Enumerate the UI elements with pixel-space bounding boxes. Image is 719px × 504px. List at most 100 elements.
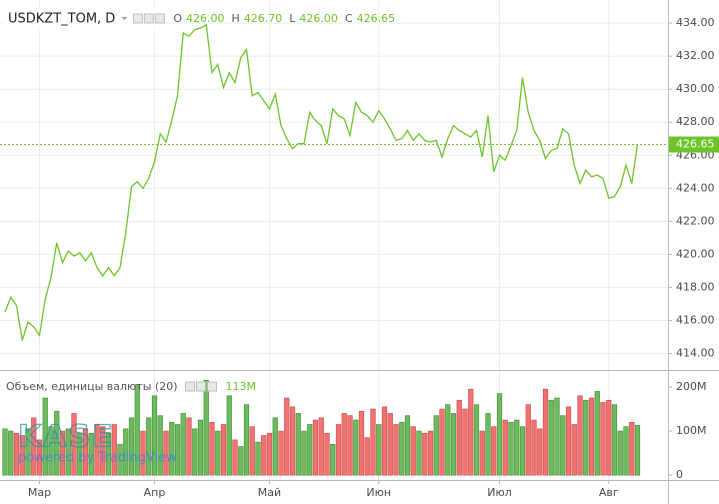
- volume-bar: [226, 395, 232, 476]
- y-tick-label: 418.00: [676, 280, 715, 293]
- volume-bar: [542, 388, 549, 476]
- y-tick-label: 428.00: [676, 115, 715, 128]
- y-tick-label: 414.00: [676, 346, 715, 359]
- volume-bar: [77, 432, 83, 476]
- volume-bar: [134, 384, 140, 476]
- header-icon[interactable]: [132, 13, 143, 24]
- volume-bar: [289, 406, 296, 476]
- volume-bar: [163, 430, 169, 476]
- volume-bar: [439, 408, 445, 476]
- dropdown-arrow: [121, 17, 128, 20]
- volume-bar: [381, 406, 388, 476]
- volume-bar: [255, 441, 261, 476]
- volume-bar: [295, 413, 301, 476]
- volume-bar: [19, 435, 25, 476]
- header-icon[interactable]: [196, 381, 206, 392]
- x-tick-label: Июн: [366, 486, 391, 499]
- x-tick-label: Май: [258, 486, 281, 499]
- y-tick-label: 0: [676, 468, 683, 481]
- header-bg: [2, 8, 162, 30]
- header-icon[interactable]: [154, 13, 165, 24]
- volume-bar: [25, 428, 31, 476]
- volume-bar: [8, 430, 14, 476]
- volume-bar: [192, 428, 198, 476]
- ohlc-key: H: [232, 12, 240, 25]
- volume-bar: [105, 432, 112, 476]
- volume-bar: [502, 419, 508, 476]
- volume-bar: [422, 432, 428, 476]
- volume-bar: [117, 443, 123, 476]
- volume-bar: [565, 406, 572, 476]
- volume-bar: [456, 399, 462, 476]
- header-icon[interactable]: [143, 13, 154, 24]
- volume-bar: [123, 428, 129, 476]
- volume-bar: [140, 430, 146, 476]
- header-icon[interactable]: [185, 381, 195, 392]
- header-icon[interactable]: [207, 381, 217, 392]
- volume-bar: [48, 426, 54, 476]
- volume-bar: [261, 435, 267, 476]
- volume-bar: [577, 395, 583, 476]
- volume-bar: [180, 413, 186, 476]
- volume-bar: [209, 421, 215, 476]
- ohlc-value: 426.00: [186, 12, 225, 25]
- volume-bar: [54, 410, 60, 476]
- volume-bar: [473, 404, 480, 476]
- last-price-label: 426.65: [676, 138, 715, 151]
- y-tick-label: 430.00: [676, 82, 715, 95]
- volume-bar: [151, 395, 158, 476]
- grid: [0, 0, 668, 480]
- x-tick-label: Июл: [487, 486, 512, 499]
- volume-bar: [554, 397, 560, 476]
- volume-bar: [537, 428, 543, 476]
- volume-bar: [197, 419, 204, 476]
- volume-bar: [496, 393, 503, 476]
- volume-bar: [508, 421, 514, 476]
- volume-bar: [479, 430, 485, 476]
- volume-bar: [335, 424, 342, 476]
- last-price-tag: [669, 136, 719, 153]
- volume-bar: [427, 430, 434, 476]
- volume-title: Объем, единицы валюты (20): [6, 380, 178, 393]
- volume-bar: [393, 424, 399, 476]
- volume-bar: [94, 424, 100, 476]
- volume-bar: [272, 417, 278, 476]
- x-tick-label: Мар: [28, 486, 51, 499]
- y-tick-label: 422.00: [676, 214, 715, 227]
- volume-bar: [238, 446, 244, 476]
- volume-bar: [353, 419, 359, 476]
- volume-bar: [65, 428, 71, 476]
- volume-bar: [157, 415, 163, 476]
- volume-bar: [31, 417, 37, 476]
- volume-legend-value: 113M: [226, 380, 257, 393]
- volume-bar: [174, 424, 181, 476]
- volume-bar: [571, 424, 577, 476]
- volume-bar: [203, 380, 209, 476]
- volume-bar: [88, 432, 94, 476]
- volume-bar: [100, 426, 106, 476]
- volume-bar: [215, 430, 221, 476]
- volume-bar: [376, 424, 382, 476]
- volume-bar: [13, 432, 20, 476]
- volume-bar: [59, 430, 66, 476]
- volume-bar: [42, 397, 48, 476]
- volume-bar: [169, 421, 175, 476]
- volume-bar: [485, 413, 491, 476]
- marks: [0, 23, 668, 476]
- watermark: KASE powered by TradingView: [17, 419, 177, 466]
- volume-bar: [220, 424, 227, 476]
- volume-bar: [606, 399, 612, 476]
- volume-bar: [186, 417, 192, 476]
- y-tick-label: 420.00: [676, 247, 715, 260]
- ohlc-value: 426.65: [357, 12, 396, 25]
- volume-bar: [266, 432, 273, 476]
- volume-bar: [404, 415, 411, 476]
- volume-bar: [462, 408, 468, 476]
- volume-bar: [629, 421, 635, 476]
- volume-bar: [450, 413, 457, 476]
- volume-bar: [594, 391, 600, 476]
- volume-bar: [71, 413, 77, 476]
- volume-bar: [600, 402, 606, 476]
- volume-bar: [347, 415, 353, 476]
- y-tick-label: 434.00: [676, 16, 715, 29]
